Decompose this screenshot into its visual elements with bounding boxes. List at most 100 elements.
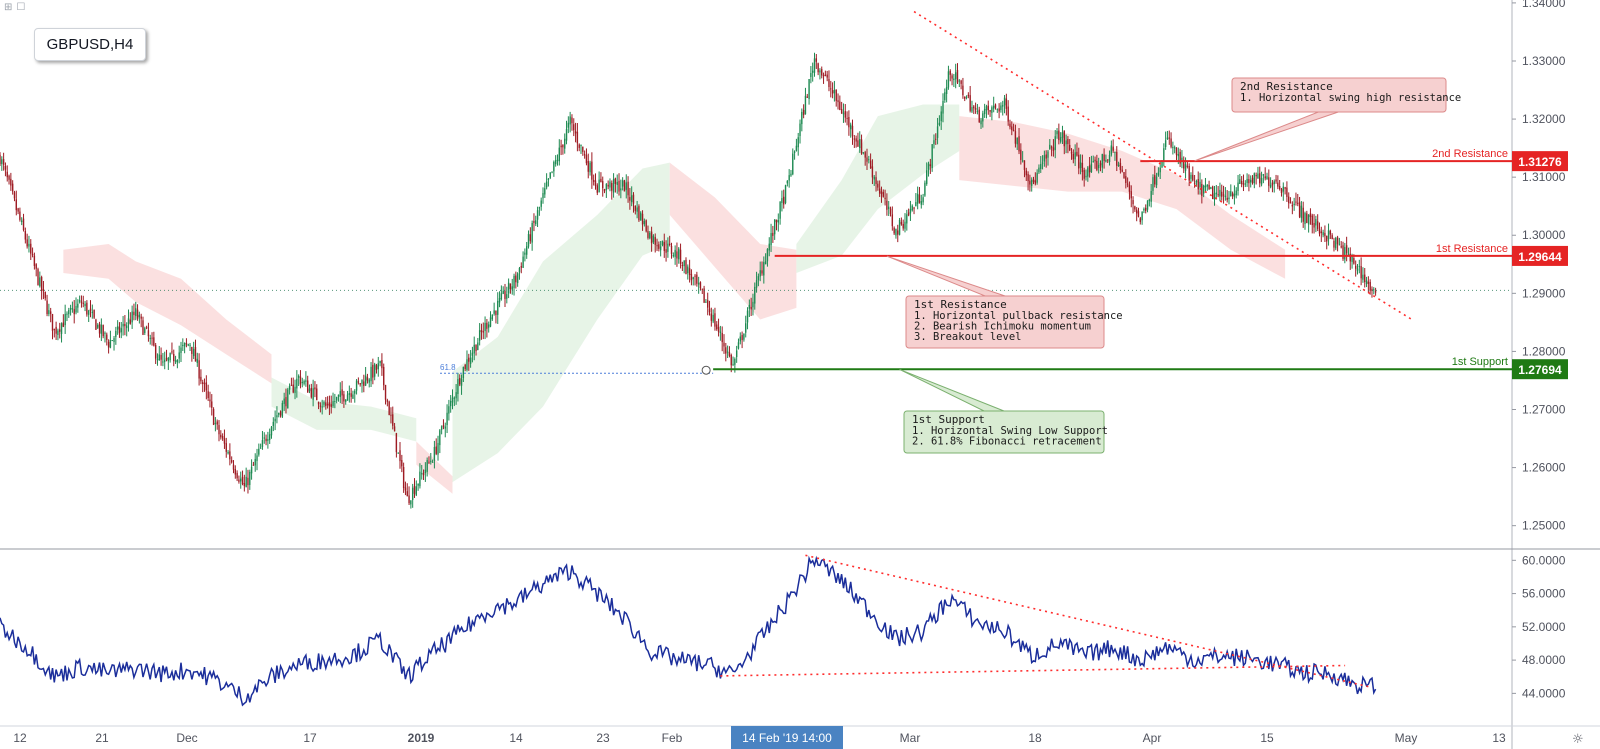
- candle-body: [202, 382, 204, 384]
- candle-body: [325, 402, 327, 406]
- candle-body: [654, 237, 656, 245]
- candle-body: [1246, 178, 1248, 183]
- candle-body: [326, 404, 329, 406]
- candle-body: [433, 447, 436, 461]
- candle-body: [220, 434, 222, 438]
- candle-body: [299, 376, 302, 385]
- candle-body: [538, 207, 541, 209]
- time-tick-label: Mar: [900, 731, 921, 745]
- candle-body: [1058, 130, 1060, 141]
- candle-body: [1087, 167, 1089, 177]
- candle-body: [900, 221, 903, 225]
- candle-body: [650, 231, 653, 244]
- candle-body: [1038, 167, 1040, 173]
- candle-body: [558, 147, 560, 162]
- candle-body: [1078, 154, 1080, 169]
- candle-body: [1139, 218, 1141, 223]
- candle-body: [564, 138, 566, 149]
- candle-body: [781, 198, 783, 203]
- candle-body: [19, 211, 21, 220]
- candle-body: [1329, 230, 1332, 235]
- annotation-line: 2. 61.8% Fibonacci retracement: [912, 436, 1102, 448]
- candle-body: [258, 448, 260, 455]
- expand-icon[interactable]: ⊞: [4, 2, 13, 13]
- candle-body: [500, 293, 503, 300]
- candle-body: [793, 151, 796, 153]
- candle-body: [853, 138, 856, 140]
- candle-body: [106, 334, 108, 340]
- candle-body: [194, 347, 197, 362]
- candle-body: [471, 352, 474, 356]
- candle-body: [171, 351, 173, 353]
- candle-body: [78, 300, 81, 302]
- checkbox-icon[interactable]: ☐: [16, 2, 26, 13]
- candle-body: [1260, 177, 1263, 185]
- candle-body: [1090, 163, 1093, 173]
- time-tick-label: 21: [95, 731, 109, 745]
- candle-body: [196, 358, 198, 363]
- candle-body: [187, 344, 189, 346]
- candle-body: [947, 71, 950, 88]
- candle-body: [1374, 291, 1377, 293]
- candle-body: [750, 306, 752, 310]
- candle-body: [895, 228, 897, 236]
- candle-body: [397, 452, 399, 454]
- level-name-label: 2nd Resistance: [1432, 148, 1508, 160]
- candle-body: [1052, 147, 1055, 151]
- candle-body: [933, 140, 935, 145]
- candle-body: [390, 414, 392, 416]
- candle-body: [629, 197, 631, 201]
- candle-body: [457, 379, 459, 394]
- candle-body: [307, 380, 309, 393]
- candle-body: [605, 183, 608, 190]
- candle-body: [819, 70, 821, 73]
- candle-body: [330, 404, 332, 407]
- candle-body: [860, 139, 863, 154]
- candle-body: [830, 88, 832, 90]
- candle-body: [1183, 160, 1185, 169]
- candle-body: [904, 221, 906, 229]
- candle-body: [944, 92, 946, 101]
- candle-body: [1116, 151, 1118, 166]
- candle-body: [732, 363, 734, 365]
- candle-body: [679, 249, 682, 264]
- candle-body: [256, 455, 258, 462]
- candle-body: [811, 70, 814, 73]
- level-price-badge: [1512, 359, 1568, 380]
- candle-body: [111, 340, 113, 342]
- candle-body: [484, 322, 486, 332]
- annotation-title: 1st Support: [912, 413, 985, 426]
- candle-body: [1221, 191, 1223, 197]
- candle-body: [388, 401, 390, 416]
- candle-body: [115, 330, 117, 337]
- candle-body: [176, 360, 179, 363]
- candle-body: [1175, 147, 1178, 155]
- candle-body: [165, 357, 168, 360]
- candle-body: [491, 314, 494, 320]
- price-tick-label: 1.25000: [1522, 519, 1566, 533]
- candle-body: [1344, 247, 1346, 260]
- candle-body: [1217, 194, 1219, 196]
- candle-body: [408, 495, 410, 504]
- candle-body: [136, 309, 139, 319]
- candle-body: [153, 337, 155, 346]
- candle-body: [1101, 154, 1103, 168]
- candle-body: [1107, 159, 1109, 161]
- candle-body: [294, 386, 296, 393]
- candle-body: [341, 389, 343, 396]
- candle-body: [708, 308, 711, 313]
- candle-body: [1105, 160, 1107, 162]
- candle-body: [411, 487, 414, 500]
- candle-body: [792, 153, 794, 175]
- candle-body: [1032, 179, 1035, 183]
- candle-body: [871, 166, 874, 178]
- candle-body: [1065, 140, 1067, 145]
- candle-body: [1094, 159, 1096, 162]
- candle-body: [1354, 265, 1357, 269]
- settings-icon[interactable]: ☼: [1572, 732, 1584, 747]
- candle-body: [1036, 172, 1038, 183]
- candle-body: [169, 353, 171, 361]
- candle-body: [71, 308, 74, 310]
- candle-body: [696, 274, 698, 284]
